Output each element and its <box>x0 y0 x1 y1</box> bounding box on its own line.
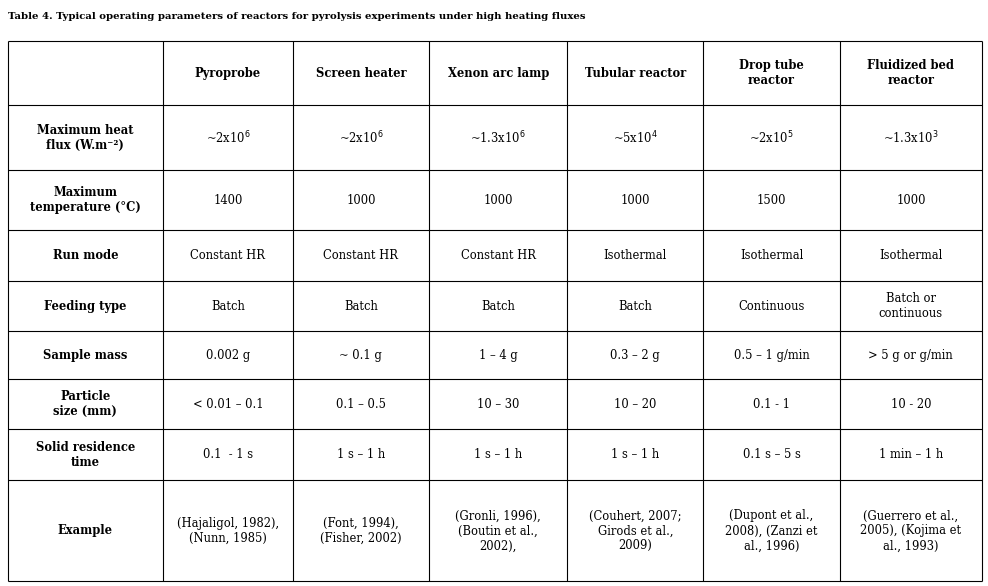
Text: < 0.01 – 0.1: < 0.01 – 0.1 <box>193 397 263 411</box>
Text: > 5 g or g/min: > 5 g or g/min <box>868 349 953 362</box>
Text: Maximum
temperature (°C): Maximum temperature (°C) <box>30 186 141 214</box>
Text: Table 4. Typical operating parameters of reactors for pyrolysis experiments unde: Table 4. Typical operating parameters of… <box>8 12 586 21</box>
Text: 0.002 g: 0.002 g <box>206 349 250 362</box>
Text: 10 - 20: 10 - 20 <box>890 397 931 411</box>
Text: ~5x10$^{4}$: ~5x10$^{4}$ <box>613 130 658 146</box>
Text: 0.5 – 1 g/min: 0.5 – 1 g/min <box>734 349 809 362</box>
Text: ~ 0.1 g: ~ 0.1 g <box>340 349 382 362</box>
Text: 10 – 20: 10 – 20 <box>615 397 657 411</box>
Text: Screen heater: Screen heater <box>315 67 406 80</box>
Text: Example: Example <box>58 524 113 537</box>
Text: Maximum heat
flux (W.m⁻²): Maximum heat flux (W.m⁻²) <box>38 124 133 152</box>
Text: 1 – 4 g: 1 – 4 g <box>479 349 518 362</box>
Text: (Font, 1994),
(Fisher, 2002): (Font, 1994), (Fisher, 2002) <box>320 517 402 545</box>
Text: Constant HR: Constant HR <box>323 249 398 262</box>
Text: ~2x10$^{5}$: ~2x10$^{5}$ <box>749 130 793 146</box>
Text: 0.1 - 1: 0.1 - 1 <box>753 397 790 411</box>
Text: Constant HR: Constant HR <box>460 249 535 262</box>
Text: Feeding type: Feeding type <box>44 299 126 312</box>
Text: 0.1 – 0.5: 0.1 – 0.5 <box>336 397 386 411</box>
Text: Batch: Batch <box>618 299 652 312</box>
Text: 1500: 1500 <box>757 193 786 207</box>
Text: ~2x10$^{6}$: ~2x10$^{6}$ <box>339 130 383 146</box>
Text: Batch: Batch <box>481 299 515 312</box>
Text: Drop tube
reactor: Drop tube reactor <box>739 59 804 87</box>
Text: Isothermal: Isothermal <box>740 249 803 262</box>
Text: (Guerrero et al.,
2005), (Kojima et
al., 1993): (Guerrero et al., 2005), (Kojima et al.,… <box>861 509 961 553</box>
Text: Pyroprobe: Pyroprobe <box>195 67 261 80</box>
Text: Isothermal: Isothermal <box>879 249 943 262</box>
Text: Continuous: Continuous <box>738 299 804 312</box>
Text: 1400: 1400 <box>213 193 243 207</box>
Text: 1000: 1000 <box>620 193 650 207</box>
Text: Fluidized bed
reactor: Fluidized bed reactor <box>867 59 954 87</box>
Text: (Couhert, 2007;
Girods et al.,
2009): (Couhert, 2007; Girods et al., 2009) <box>589 509 682 553</box>
Text: ~1.3x10$^{3}$: ~1.3x10$^{3}$ <box>883 130 939 146</box>
Text: Batch: Batch <box>344 299 377 312</box>
Text: 0.1 s – 5 s: 0.1 s – 5 s <box>743 448 800 461</box>
Text: (Dupont et al.,
2008), (Zanzi et
al., 1996): (Dupont et al., 2008), (Zanzi et al., 19… <box>725 509 818 553</box>
Text: 1 s – 1 h: 1 s – 1 h <box>337 448 385 461</box>
Text: Xenon arc lamp: Xenon arc lamp <box>448 67 548 80</box>
Text: 1000: 1000 <box>896 193 926 207</box>
Text: Tubular reactor: Tubular reactor <box>585 67 686 80</box>
Text: Batch or
continuous: Batch or continuous <box>878 292 943 320</box>
Text: 10 – 30: 10 – 30 <box>477 397 520 411</box>
Text: ~2x10$^{6}$: ~2x10$^{6}$ <box>206 130 250 146</box>
Text: (Gronli, 1996),
(Boutin et al.,
2002),: (Gronli, 1996), (Boutin et al., 2002), <box>455 509 541 553</box>
Text: Isothermal: Isothermal <box>604 249 667 262</box>
Text: 0.3 – 2 g: 0.3 – 2 g <box>611 349 660 362</box>
Text: Constant HR: Constant HR <box>191 249 266 262</box>
Text: Particle
size (mm): Particle size (mm) <box>53 390 118 418</box>
Text: ~1.3x10$^{6}$: ~1.3x10$^{6}$ <box>470 130 526 146</box>
Text: 1000: 1000 <box>483 193 513 207</box>
Text: (Hajaligol, 1982),
(Nunn, 1985): (Hajaligol, 1982), (Nunn, 1985) <box>177 517 279 545</box>
Text: 1000: 1000 <box>346 193 375 207</box>
Text: Solid residence
time: Solid residence time <box>36 441 135 469</box>
Text: Batch: Batch <box>211 299 245 312</box>
Text: 1 s – 1 h: 1 s – 1 h <box>612 448 659 461</box>
Text: 1 min – 1 h: 1 min – 1 h <box>878 448 943 461</box>
Text: 0.1  - 1 s: 0.1 - 1 s <box>203 448 253 461</box>
Text: 1 s – 1 h: 1 s – 1 h <box>474 448 523 461</box>
Text: Sample mass: Sample mass <box>43 349 127 362</box>
Text: Run mode: Run mode <box>52 249 119 262</box>
